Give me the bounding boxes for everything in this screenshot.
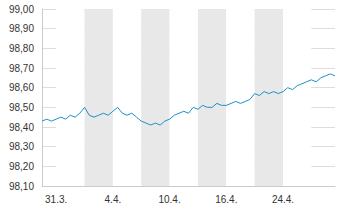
svg-text:98,20: 98,20 <box>9 161 34 172</box>
svg-text:98,90: 98,90 <box>9 23 34 34</box>
svg-text:98,70: 98,70 <box>9 63 34 74</box>
svg-text:99,00: 99,00 <box>9 4 34 15</box>
svg-text:98,30: 98,30 <box>9 141 34 152</box>
svg-text:98,80: 98,80 <box>9 43 34 54</box>
svg-text:98,10: 98,10 <box>9 181 34 192</box>
svg-text:31.3.: 31.3. <box>45 194 67 205</box>
svg-text:4.4.: 4.4. <box>105 194 122 205</box>
svg-text:98,40: 98,40 <box>9 122 34 133</box>
svg-text:24.4.: 24.4. <box>272 194 294 205</box>
svg-text:98,60: 98,60 <box>9 82 34 93</box>
svg-text:98,50: 98,50 <box>9 102 34 113</box>
svg-text:16.4.: 16.4. <box>215 194 237 205</box>
svg-text:10.4.: 10.4. <box>158 194 180 205</box>
